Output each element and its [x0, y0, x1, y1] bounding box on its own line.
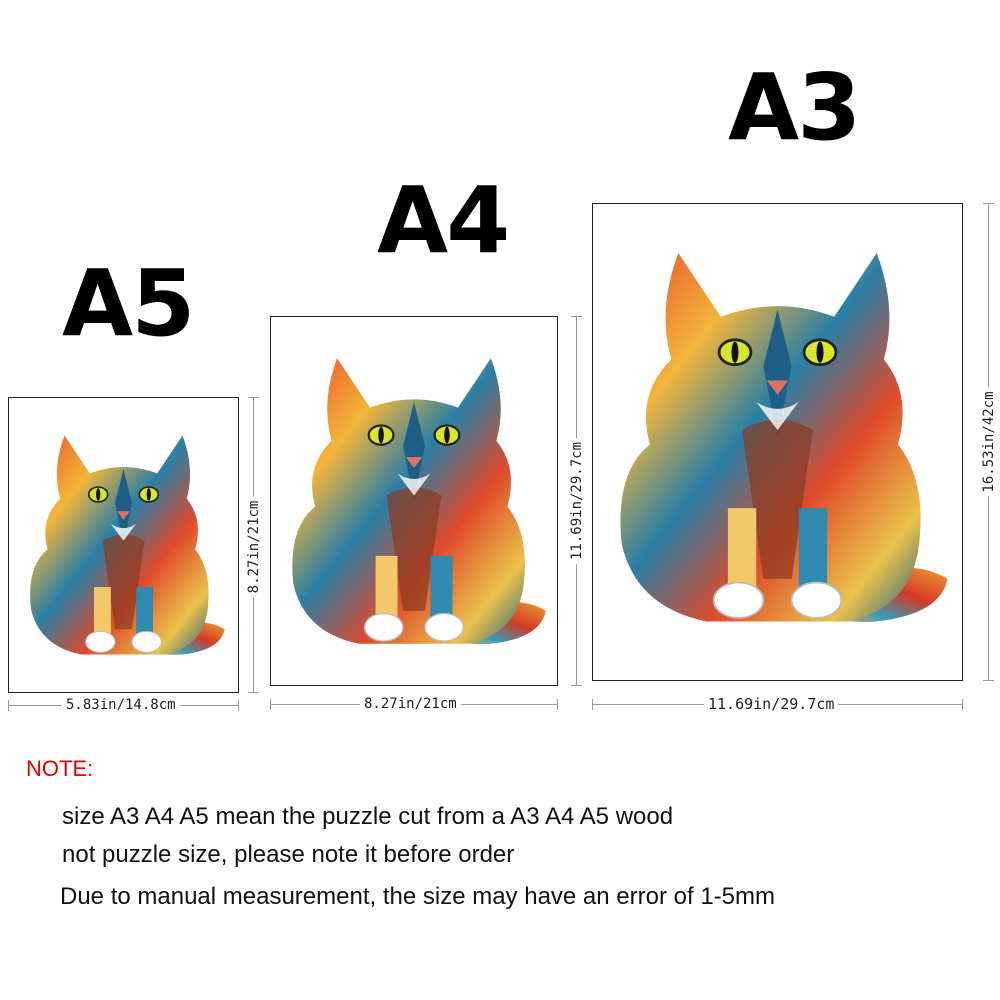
puzzle-frame-a5: [8, 397, 239, 693]
puzzle-frame-a3: [592, 203, 963, 681]
height-text-a3: 16.53in/42cm: [981, 387, 997, 497]
puzzle-frame-a4: [270, 316, 558, 686]
height-text-a4: 11.69in/29.7cm: [569, 437, 585, 565]
width-text-a4: 8.27in/21cm: [360, 696, 461, 712]
cat-puzzle-image: [290, 356, 548, 646]
height-dimension-a4: 11.69in/29.7cm: [569, 316, 585, 686]
width-dimension-a4: 8.27in/21cm: [270, 696, 558, 712]
width-text-a5: 5.83in/14.8cm: [62, 697, 180, 713]
note-title: NOTE:: [26, 756, 94, 781]
height-text-a5: 8.27in/21cm: [246, 496, 262, 598]
height-dimension-a3: 16.53in/42cm: [981, 203, 997, 681]
size-label-a3: A3: [728, 54, 861, 161]
width-dimension-a3: 11.69in/29.7cm: [592, 695, 963, 713]
width-text-a3: 11.69in/29.7cm: [704, 695, 839, 713]
note-line: size A3 A4 A5 mean the puzzle cut from a…: [62, 803, 674, 830]
cat-puzzle-image: [28, 434, 226, 657]
height-dimension-a5: 8.27in/21cm: [246, 397, 262, 693]
size-label-a5: A5: [62, 250, 195, 357]
note-line: not puzzle size, please note it before o…: [62, 841, 515, 868]
width-dimension-a5: 5.83in/14.8cm: [8, 697, 239, 713]
note-line: Due to manual measurement, the size may …: [60, 883, 775, 910]
size-label-a4: A4: [377, 167, 510, 274]
cat-puzzle-image: [618, 251, 950, 624]
